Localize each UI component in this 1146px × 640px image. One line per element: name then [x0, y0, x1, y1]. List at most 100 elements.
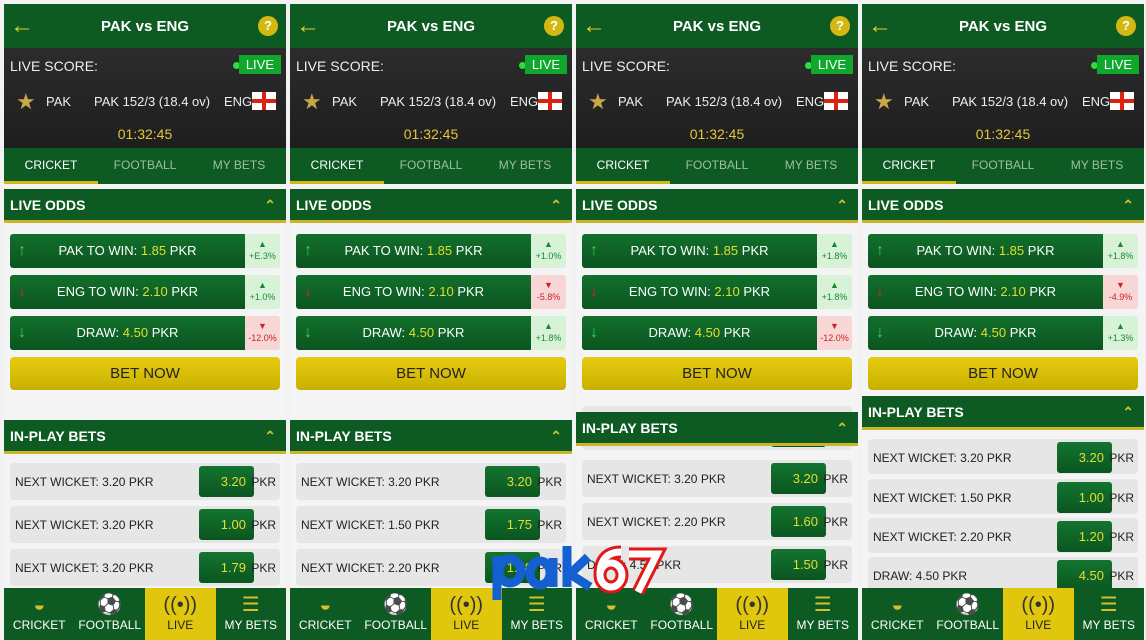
nav-my-bets[interactable]: ☰ MY BETS	[216, 588, 287, 640]
nav-cricket[interactable]: ◒ CRICKET	[576, 588, 647, 640]
tab-football[interactable]: FOOTBALL	[971, 158, 1035, 172]
bet-odds-button[interactable]: 1.00	[1057, 482, 1112, 513]
section-title: LIVE ODDS	[868, 197, 944, 213]
bet-odds-button[interactable]: 1.00	[199, 509, 254, 540]
bet-odds-button[interactable]: 1.60	[771, 506, 826, 537]
in-play-bets-header[interactable]: IN-PLAY BETS ⌃	[290, 420, 572, 454]
help-icon[interactable]: ?	[544, 16, 564, 36]
nav-live[interactable]: ((•)) LIVE	[431, 588, 502, 640]
odds-row[interactable]: ↓ ENG TO WIN: 2.10 PKR ▼ -5.8%	[296, 275, 566, 309]
bet-now-button[interactable]: BET NOW	[296, 357, 566, 390]
tab-my-bets[interactable]: MY BETS	[212, 158, 266, 172]
live-odds-header[interactable]: LIVE ODDS ⌃	[862, 189, 1144, 223]
bet-odds-button[interactable]: 1.50	[771, 549, 826, 580]
bet-odds-button[interactable]: 4.50	[1057, 560, 1112, 591]
team1-name: PAK	[904, 94, 930, 109]
nav-football[interactable]: ⚽ FOOTBALL	[361, 588, 432, 640]
nav-live[interactable]: ((•)) LIVE	[717, 588, 788, 640]
odds-button[interactable]: ↓ ENG TO WIN: 2.10 PKR	[582, 275, 817, 309]
bet-now-button[interactable]: BET NOW	[868, 357, 1138, 390]
bet-odds-button[interactable]: 3.20	[199, 466, 254, 497]
nav-cricket[interactable]: ◒ CRICKET	[862, 588, 933, 640]
bet-odds-button[interactable]: 3.20	[771, 463, 826, 494]
odds-button[interactable]: ↓ ENG TO WIN: 2.10 PKR	[10, 275, 245, 309]
odds-value: 2.10	[714, 284, 740, 299]
live-odds-header[interactable]: LIVE ODDS ⌃	[290, 189, 572, 223]
tab-cricket[interactable]: CRICKET	[862, 148, 956, 184]
help-icon[interactable]: ?	[830, 16, 850, 36]
chevron-up-icon[interactable]: ⌃	[264, 197, 276, 213]
bet-odds-button[interactable]: 3.20	[485, 466, 540, 497]
nav-football[interactable]: ⚽ FOOTBALL	[933, 588, 1004, 640]
nav-football[interactable]: ⚽ FOOTBALL	[75, 588, 146, 640]
odds-button[interactable]: ↑ PAK TO WIN: 1.85 PKR	[868, 234, 1103, 268]
chevron-up-icon[interactable]: ⌃	[1122, 404, 1134, 420]
bet-odds-button[interactable]: 1.58	[485, 552, 540, 583]
odds-row[interactable]: ↓ ENG TO WIN: 2.10 PKR ▼ -4.9%	[868, 275, 1138, 309]
help-icon[interactable]: ?	[1116, 16, 1136, 36]
tab-football[interactable]: FOOTBALL	[685, 158, 749, 172]
odds-button[interactable]: ↓ DRAW: 4.50 PKR	[296, 316, 531, 350]
nav-live[interactable]: ((•)) LIVE	[1003, 588, 1074, 640]
chevron-up-icon[interactable]: ⌃	[264, 428, 276, 444]
nav-my-bets[interactable]: ☰ MY BETS	[1074, 588, 1145, 640]
tab-my-bets[interactable]: MY BETS	[1070, 158, 1124, 172]
chevron-up-icon[interactable]: ⌃	[1122, 197, 1134, 213]
live-odds-header[interactable]: LIVE ODDS ⌃	[576, 189, 858, 223]
nav-my-bets[interactable]: ☰ MY BETS	[788, 588, 859, 640]
nav-label: CRICKET	[12, 618, 66, 632]
bet-now-button[interactable]: BET NOW	[582, 357, 852, 390]
odds-button[interactable]: ↓ DRAW: 4.50 PKR	[10, 316, 245, 350]
odds-row[interactable]: ↓ DRAW: 4.50 PKR ▼ -12.0%	[582, 316, 852, 350]
in-play-bets-header[interactable]: IN-PLAY BETS ⌃	[576, 412, 858, 446]
bet-odds-button[interactable]: 1.20	[1057, 521, 1112, 552]
odds-row[interactable]: ↑ PAK TO WIN: 1.85 PKR ▲ +1.8%	[868, 234, 1138, 268]
back-arrow-icon[interactable]: ←	[582, 12, 606, 39]
back-arrow-icon[interactable]: ←	[868, 12, 892, 39]
in-play-bets-header[interactable]: IN-PLAY BETS ⌃	[4, 420, 286, 454]
nav-live[interactable]: ((•)) LIVE	[145, 588, 216, 640]
sport-tabs: CRICKET FOOTBALL MY BETS	[290, 148, 572, 184]
odds-button[interactable]: ↑ PAK TO WIN: 1.85 PKR	[296, 234, 531, 268]
odds-button[interactable]: ↓ ENG TO WIN: 2.10 PKR	[868, 275, 1103, 309]
tab-my-bets[interactable]: MY BETS	[784, 158, 838, 172]
odds-row[interactable]: ↓ DRAW: 4.50 PKR ▼ -12.0%	[10, 316, 280, 350]
odds-row[interactable]: ↑ PAK TO WIN: 1.85 PKR ▲ +1.0%	[296, 234, 566, 268]
nav-my-bets[interactable]: ☰ MY BETS	[502, 588, 573, 640]
nav-football[interactable]: ⚽ FOOTBALL	[647, 588, 718, 640]
live-odds-header[interactable]: LIVE ODDS ⌃	[4, 189, 286, 223]
chevron-up-icon[interactable]: ⌃	[836, 197, 848, 213]
bet-odds-button[interactable]: 1.79	[199, 552, 254, 583]
odds-row[interactable]: ↓ DRAW: 4.50 PKR ▲ +1.8%	[296, 316, 566, 350]
live-score-panel: LIVE SCORE: LIVE ★ PAK PAK 152/3 (18.4 o…	[862, 48, 1144, 148]
help-icon[interactable]: ?	[258, 16, 278, 36]
odds-row[interactable]: ↓ ENG TO WIN: 2.10 PKR ▲ +1.8%	[582, 275, 852, 309]
odds-button[interactable]: ↑ PAK TO WIN: 1.85 PKR	[582, 234, 817, 268]
bet-odds-button[interactable]: 1.75	[485, 509, 540, 540]
section-title: LIVE ODDS	[10, 197, 86, 213]
in-play-bets-header[interactable]: IN-PLAY BETS ⌃	[862, 396, 1144, 430]
odds-button[interactable]: ↑ PAK TO WIN: 1.85 PKR	[10, 234, 245, 268]
odds-row[interactable]: ↑ PAK TO WIN: 1.85 PKR ▲ +1.8%	[582, 234, 852, 268]
odds-button[interactable]: ↓ DRAW: 4.50 PKR	[582, 316, 817, 350]
back-arrow-icon[interactable]: ←	[10, 12, 34, 39]
chevron-up-icon[interactable]: ⌃	[836, 420, 848, 436]
odds-button[interactable]: ↓ DRAW: 4.50 PKR	[868, 316, 1103, 350]
bet-odds-button[interactable]: 3.20	[1057, 442, 1112, 473]
odds-row[interactable]: ↓ DRAW: 4.50 PKR ▲ +1.3%	[868, 316, 1138, 350]
bet-now-button[interactable]: BET NOW	[10, 357, 280, 390]
tab-football[interactable]: FOOTBALL	[399, 158, 463, 172]
chevron-up-icon[interactable]: ⌃	[550, 428, 562, 444]
back-arrow-icon[interactable]: ←	[296, 12, 320, 39]
tab-cricket[interactable]: CRICKET	[576, 148, 670, 184]
tab-football[interactable]: FOOTBALL	[113, 158, 177, 172]
nav-cricket[interactable]: ◒ CRICKET	[290, 588, 361, 640]
tab-cricket[interactable]: CRICKET	[4, 148, 98, 184]
tab-my-bets[interactable]: MY BETS	[498, 158, 552, 172]
odds-button[interactable]: ↓ ENG TO WIN: 2.10 PKR	[296, 275, 531, 309]
odds-row[interactable]: ↑ PAK TO WIN: 1.85 PKR ▲ +E.3%	[10, 234, 280, 268]
chevron-up-icon[interactable]: ⌃	[550, 197, 562, 213]
nav-cricket[interactable]: ◒ CRICKET	[4, 588, 75, 640]
odds-row[interactable]: ↓ ENG TO WIN: 2.10 PKR ▲ +1.0%	[10, 275, 280, 309]
tab-cricket[interactable]: CRICKET	[290, 148, 384, 184]
